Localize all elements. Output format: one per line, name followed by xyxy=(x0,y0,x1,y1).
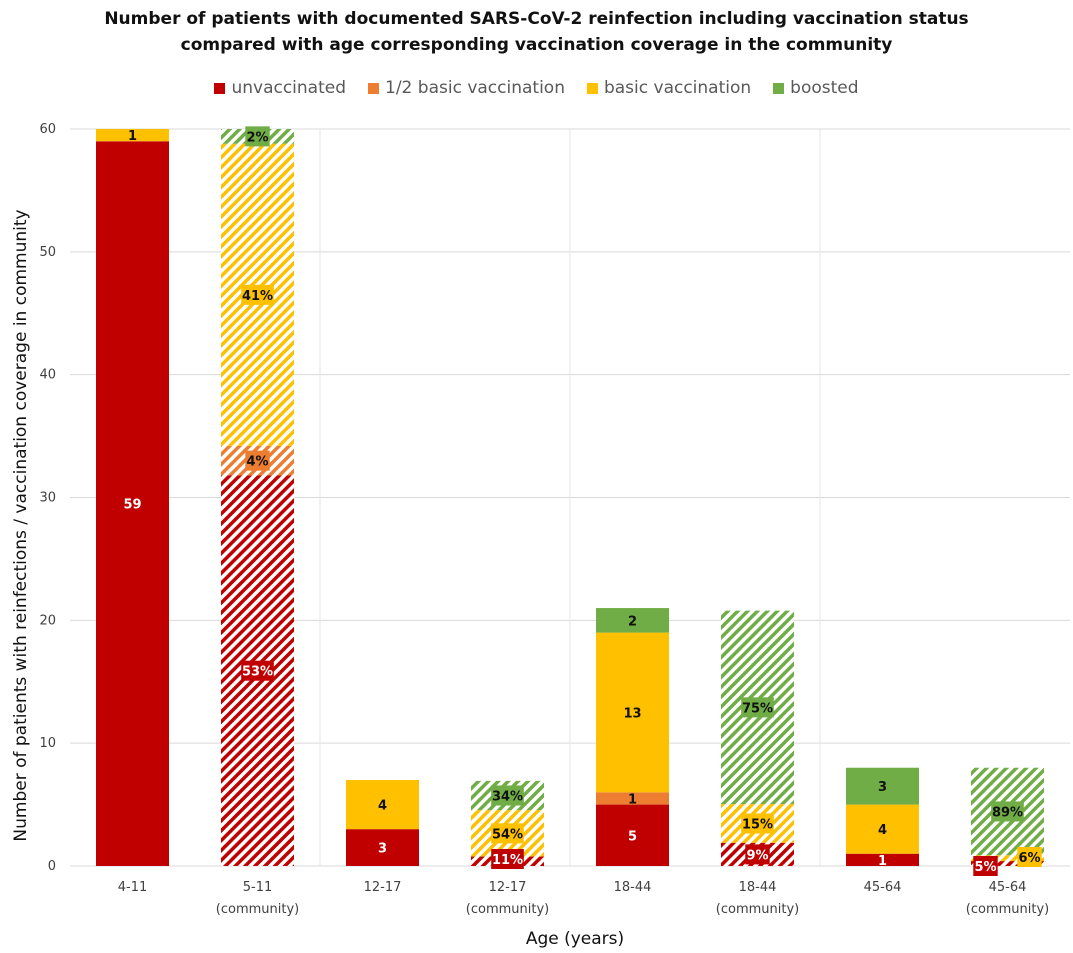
data-label-box xyxy=(741,813,774,834)
bar-45-64-boosted xyxy=(846,767,919,805)
legend-item-half-basic-vaccination: 1/2 basic vaccination xyxy=(368,78,565,98)
data-label: 11% xyxy=(492,853,523,868)
legend: unvaccinated 1/2 basic vaccination basic… xyxy=(0,78,1073,98)
data-label-box xyxy=(491,823,524,844)
y-tick-label-0: 0 xyxy=(48,859,56,874)
y-tick-label-60: 60 xyxy=(39,122,56,137)
data-label-box xyxy=(241,660,274,681)
data-label: 4% xyxy=(246,455,268,470)
data-label: 1 xyxy=(628,792,637,807)
bar-45-64-basic-vaccination xyxy=(846,804,919,854)
data-label: 1 xyxy=(878,854,887,869)
bar-45-64-community-basic-vaccination xyxy=(971,855,1044,862)
legend-label-boosted: boosted xyxy=(790,78,859,98)
data-label: 59 xyxy=(123,498,141,513)
data-label: 4 xyxy=(378,799,387,814)
x-tick-label-45-64: 45-64 xyxy=(864,880,902,895)
legend-item-boosted: boosted xyxy=(773,78,859,98)
y-axis-title: Number of patients with reinfections / v… xyxy=(11,209,31,841)
x-tick-label-18-44-community: 18-44 xyxy=(739,880,777,895)
x-tick-label-18-44: 18-44 xyxy=(614,880,652,895)
data-label-box xyxy=(491,849,524,869)
data-label: 9% xyxy=(746,848,768,863)
x-tick-sublabel: (community) xyxy=(716,902,799,917)
legend-swatch-unvaccinated xyxy=(214,82,226,94)
data-label: 13 xyxy=(623,706,641,721)
chart-title-line-2: compared with age corresponding vaccinat… xyxy=(180,35,893,55)
x-tick-sublabel: (community) xyxy=(216,902,299,917)
legend-swatch-half-basic-vaccination xyxy=(368,82,380,94)
bar-18-44-unvaccinated xyxy=(596,804,669,866)
y-tick-label-30: 30 xyxy=(39,491,56,506)
x-tick-label-5-11-community: 5-11 xyxy=(243,880,273,895)
data-label-box xyxy=(991,801,1024,822)
x-tick-label-4-11: 4-11 xyxy=(118,880,148,895)
y-tick-label-20: 20 xyxy=(39,613,56,628)
axes: 0 10 20 30 40 50 60 4-11 5-11 (community) 12-17 12-… xyxy=(11,122,1049,949)
data-label: 54% xyxy=(492,827,523,842)
data-label: 6% xyxy=(1018,851,1040,866)
data-label-box xyxy=(245,126,270,147)
bar-4-11-basic-vaccination xyxy=(96,129,169,142)
data-label-box xyxy=(491,785,524,806)
bar-18-44-1-2-basic-vaccination xyxy=(596,792,669,805)
data-label-box xyxy=(741,697,774,718)
legend-item-basic-vaccination: basic vaccination xyxy=(586,78,752,98)
data-label-box xyxy=(245,450,270,471)
data-label-box xyxy=(1017,847,1042,867)
x-tick-label-12-17-community: 12-17 xyxy=(489,880,527,895)
data-label: 2 xyxy=(628,614,637,629)
bar-4-11-unvaccinated xyxy=(96,141,169,867)
x-axis-title: Age (years) xyxy=(526,929,624,949)
data-label: 34% xyxy=(492,789,523,804)
data-labels: 59 1 53% 4% 41% 2% 3 4 11% 54% 34% 5 1 13 2 9% 15% 75% 1 4 3… xyxy=(123,126,1042,876)
data-label: 53% xyxy=(242,665,273,680)
bar-12-17-basic-vaccination xyxy=(346,780,419,830)
data-label-box xyxy=(241,284,274,305)
chart-title-line-1: Number of patients with documented SARS-… xyxy=(104,9,969,29)
legend-label-half-basic-vaccination: 1/2 basic vaccination xyxy=(385,78,565,98)
bar-18-44-boosted xyxy=(596,608,669,633)
data-label: 89% xyxy=(992,805,1023,820)
bars xyxy=(96,129,1044,867)
x-tick-sublabel: (community) xyxy=(466,902,549,917)
x-tick-sublabel: (community) xyxy=(966,902,1049,917)
data-label: 15% xyxy=(742,817,773,832)
data-label: 75% xyxy=(742,701,773,716)
data-label: 41% xyxy=(242,289,273,304)
bar-45-64-unvaccinated xyxy=(846,853,919,866)
y-tick-label-10: 10 xyxy=(39,736,56,751)
data-label-box xyxy=(973,856,998,876)
legend-swatch-boosted xyxy=(773,82,785,94)
data-label: 1 xyxy=(128,129,137,144)
bar-12-17-unvaccinated xyxy=(346,829,419,866)
chart-title: Number of patients with documented SARS-… xyxy=(0,6,1073,58)
legend-item-unvaccinated: unvaccinated xyxy=(214,78,346,98)
x-tick-label-45-64-community: 45-64 xyxy=(989,880,1027,895)
data-label: 2% xyxy=(246,130,268,145)
data-label-box xyxy=(745,844,770,865)
legend-label-unvaccinated: unvaccinated xyxy=(231,78,347,98)
y-tick-label-50: 50 xyxy=(39,245,56,260)
data-label: 3 xyxy=(878,780,887,795)
data-label: 5 xyxy=(628,829,637,844)
gridlines xyxy=(70,128,1070,867)
data-label: 4 xyxy=(878,823,887,838)
x-tick-label-12-17: 12-17 xyxy=(364,880,402,895)
legend-swatch-basic-vaccination xyxy=(586,82,598,94)
data-label: 5% xyxy=(974,860,996,875)
data-label: 3 xyxy=(378,842,387,857)
legend-label-basic-vaccination: basic vaccination xyxy=(603,78,752,98)
y-tick-label-40: 40 xyxy=(39,368,56,383)
bar-18-44-basic-vaccination xyxy=(596,632,669,793)
bar-45-64-community-unvaccinated xyxy=(971,861,1044,866)
